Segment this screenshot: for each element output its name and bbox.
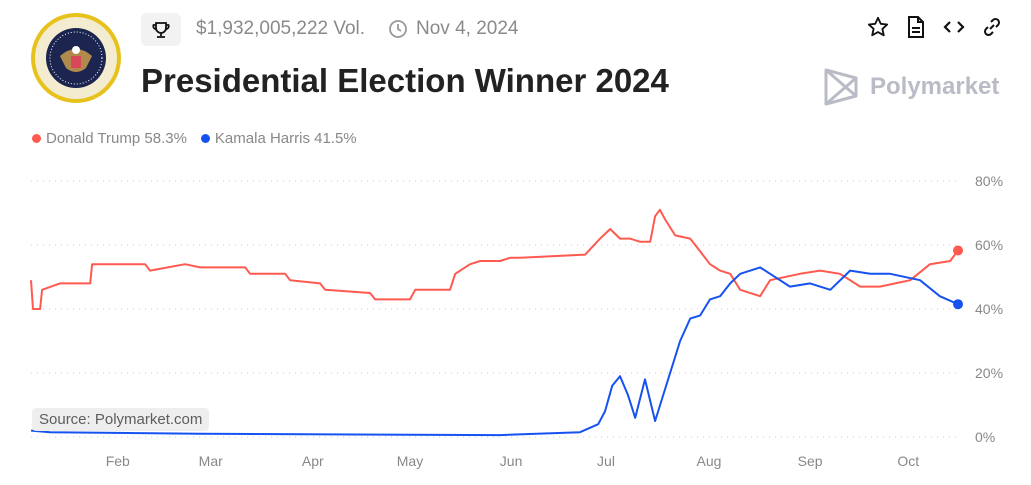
action-icons	[866, 15, 1004, 39]
code-icon[interactable]	[942, 15, 966, 39]
legend-label: Kamala Harris 41.5%	[214, 130, 357, 147]
clock-icon	[389, 20, 407, 38]
series-endpoint-trump	[953, 245, 963, 256]
x-tick-label: Jul	[597, 453, 615, 469]
document-icon[interactable]	[904, 15, 928, 39]
end-date: Nov 4, 2024	[388, 18, 518, 40]
y-tick-label: 80%	[975, 173, 1003, 189]
x-tick-label: Apr	[302, 453, 324, 469]
x-tick-label: May	[397, 453, 423, 469]
x-tick-label: Aug	[697, 453, 722, 469]
polymarket-brand: Polymarket	[824, 68, 999, 106]
y-tick-label: 0%	[975, 429, 995, 445]
volume-text: $1,932,005,222 Vol.	[196, 18, 366, 39]
presidential-seal-logo	[30, 12, 122, 104]
series-line-trump	[30, 208, 959, 310]
y-tick-label: 60%	[975, 237, 1003, 253]
x-tick-label: Mar	[199, 453, 223, 469]
x-tick-label: Sep	[798, 453, 823, 469]
page-title: Presidential Election Winner 2024	[141, 62, 669, 99]
legend-label: Donald Trump 58.3%	[46, 130, 187, 147]
source-label: Source: Polymarket.com	[32, 408, 210, 431]
legend-item-harris: Kamala Harris 41.5%	[200, 130, 357, 147]
y-tick-label: 40%	[975, 301, 1003, 317]
legend-item-trump: Donald Trump 58.3%	[32, 130, 187, 147]
trophy-icon	[141, 13, 181, 46]
x-tick-label: Feb	[106, 453, 130, 469]
link-icon[interactable]	[980, 15, 1004, 39]
y-tick-label: 20%	[975, 365, 1003, 381]
end-date-text: Nov 4, 2024	[416, 18, 519, 39]
star-icon[interactable]	[866, 15, 890, 39]
x-tick-label: Oct	[897, 453, 919, 469]
polymarket-logo-icon	[824, 68, 858, 106]
chart-legend: Donald Trump 58.3% Kamala Harris 41.5%	[32, 130, 357, 147]
series-endpoint-harris	[953, 299, 963, 310]
brand-name: Polymarket	[870, 73, 1000, 100]
series-line-harris	[30, 266, 959, 437]
x-tick-label: Jun	[500, 453, 523, 469]
